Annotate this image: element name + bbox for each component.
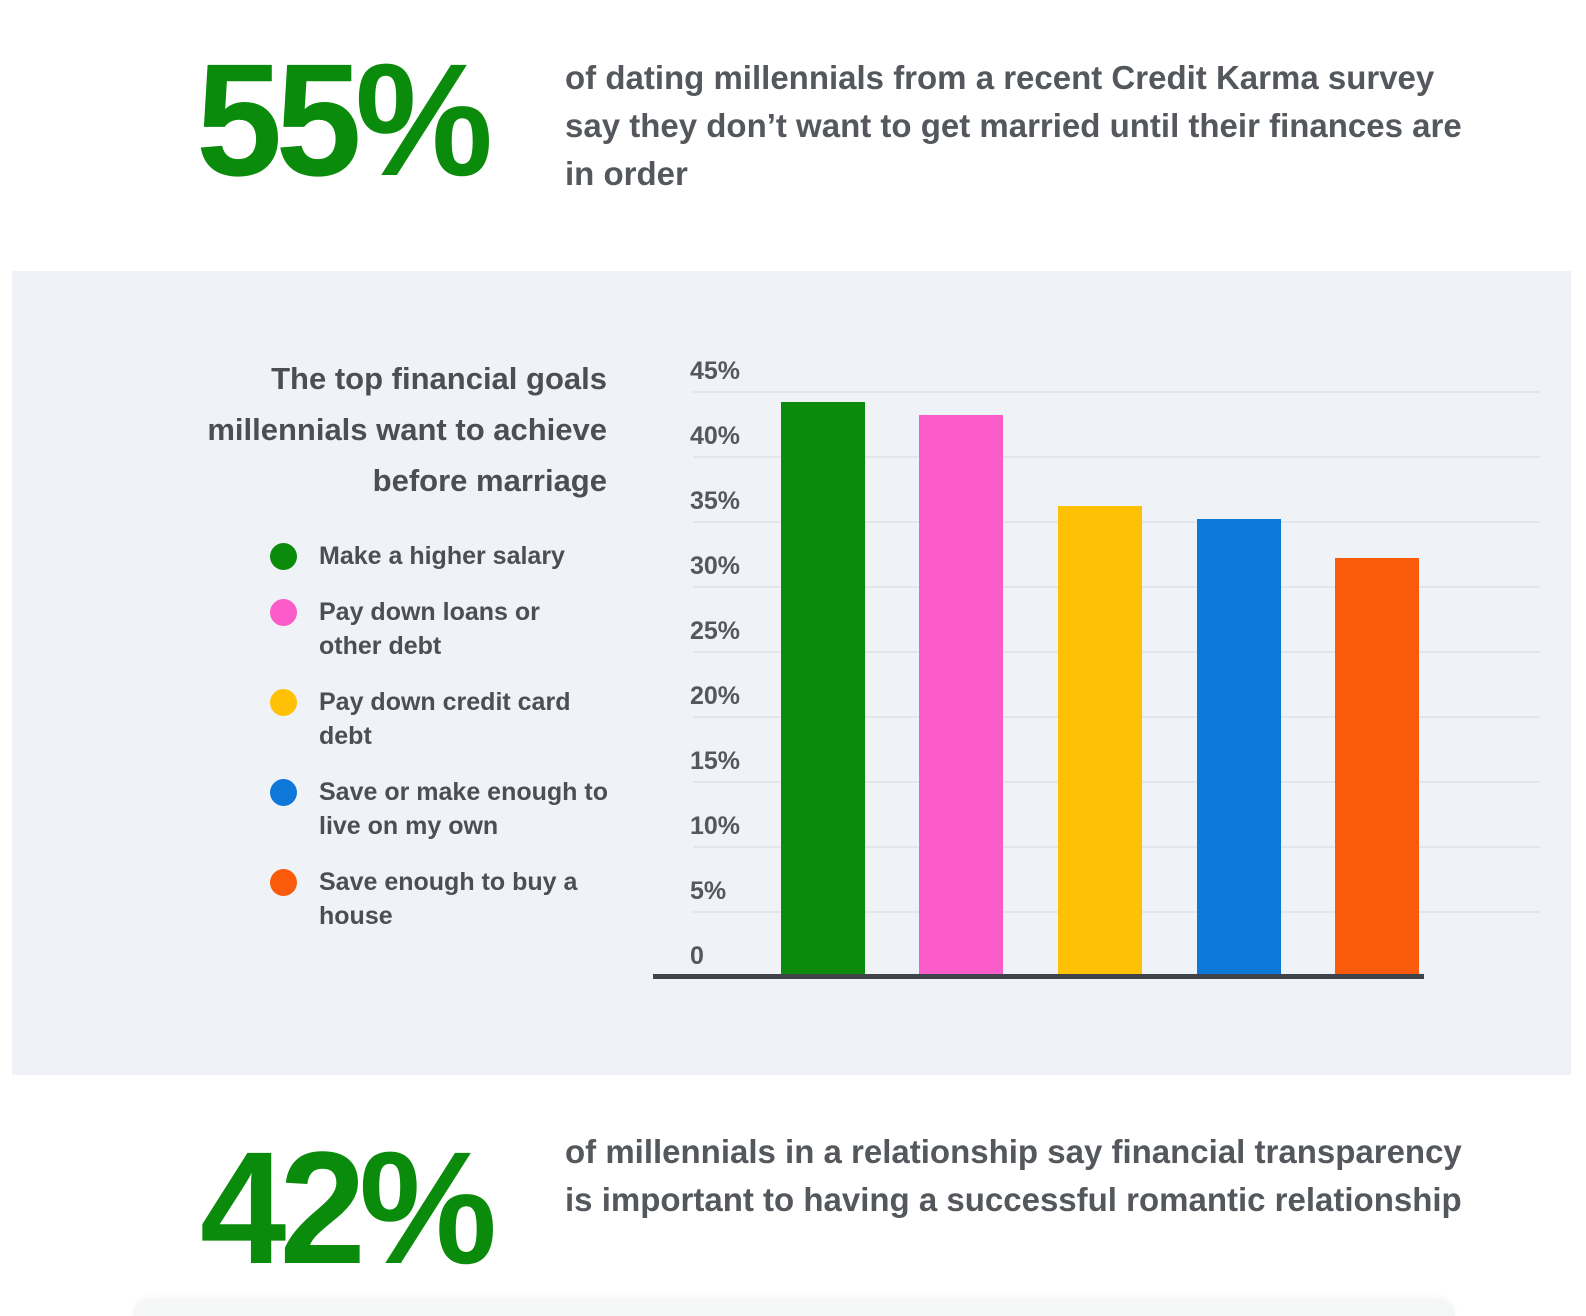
y-axis-tick-35: 35% [690,487,741,515]
legend-label: Save enough to buy a house [319,868,578,930]
gridline-45 [693,391,1540,393]
legend-dot-icon [270,543,297,570]
stat-bottom-value: 42% [200,1118,497,1297]
next-section-edge [133,1299,1455,1316]
stat-top-value: 55% [196,30,493,209]
legend-dot-icon [270,689,297,716]
y-axis-tick-40: 40% [690,422,741,450]
legend-label: Pay down loans or other debt [319,598,540,660]
y-axis-tick-25: 25% [690,617,741,645]
legend-item: Save or make enough to live on my own [270,775,640,843]
bar-pay-down-loans-or-other-debt [919,415,1004,974]
y-axis-tick-5: 5% [690,877,727,905]
legend-item: Pay down loans or other debt [270,595,640,663]
legend-label: Pay down credit card debt [319,688,571,750]
legend-dot-icon [270,869,297,896]
legend-label: Make a higher salary [319,542,565,570]
stat-bottom-text: of millennials in a relationship say fin… [565,1133,1462,1218]
bar-save-or-make-enough-to-live-on-my-own [1196,519,1281,974]
chart-title: The top financial goals millennials want… [207,361,607,498]
y-axis-tick-10: 10% [690,812,741,840]
bar-pay-down-credit-card-debt [1058,506,1142,974]
stat-top-text: of dating millennials from a recent Cred… [565,59,1462,192]
bar-make-a-higher-salary [780,402,865,974]
legend-item: Pay down credit card debt [270,685,640,753]
y-axis-tick-15: 15% [690,747,741,775]
y-axis-tick-0: 0 [690,942,704,970]
chart-panel: The top financial goals millennials want… [12,271,1571,1075]
bar-chart: 0 5% 10% 15% 20% 25% 30% 35% 40% 45% [650,351,1550,991]
legend-dot-icon [270,599,297,626]
chart-legend: Make a higher salary Pay down loans or ot… [270,539,640,955]
y-axis-tick-20: 20% [690,682,741,710]
x-axis-line [653,974,1424,979]
bar-save-enough-to-buy-a-house [1335,558,1420,974]
gridline-40 [693,456,1540,458]
legend-item: Make a higher salary [270,539,640,573]
legend-item: Save enough to buy a house [270,865,640,933]
legend-label: Save or make enough to live on my own [319,778,608,840]
legend-dot-icon [270,779,297,806]
y-axis-tick-30: 30% [690,552,741,580]
y-axis-tick-45: 45% [690,357,741,385]
